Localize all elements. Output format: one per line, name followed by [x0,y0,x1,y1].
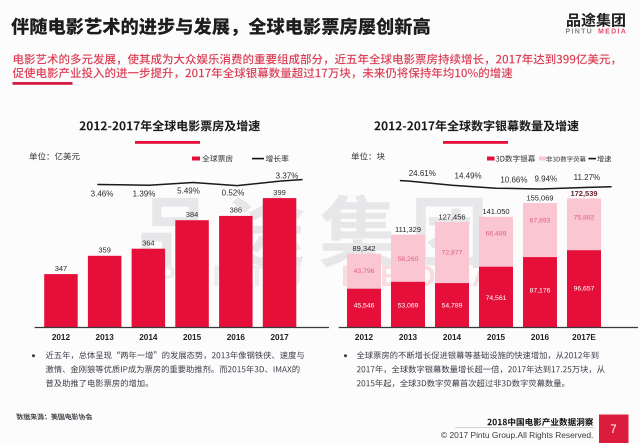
svg-text:384: 384 [186,210,199,219]
svg-text:PINTU: PINTU [566,29,594,36]
svg-text:3.37%: 3.37% [276,172,299,181]
svg-text:2013: 2013 [399,333,418,342]
svg-text:141.050: 141.050 [482,207,509,216]
svg-text:172,539: 172,539 [570,189,597,198]
svg-text:364: 364 [142,238,155,247]
svg-text:5.49%: 5.49% [177,187,200,196]
svg-text:2012: 2012 [52,333,71,342]
svg-text:54,789: 54,789 [442,303,463,310]
svg-text:74,561: 74,561 [486,295,507,302]
svg-text:2016: 2016 [227,333,246,342]
svg-text:2015: 2015 [487,333,506,342]
svg-text:386: 386 [230,206,243,215]
svg-text:155,069: 155,069 [526,193,553,202]
svg-text:43,796: 43,796 [354,268,375,275]
svg-text:2015: 2015 [183,333,202,342]
svg-text:14.49%: 14.49% [455,172,482,181]
svg-text:399: 399 [273,188,286,197]
svg-text:359: 359 [98,246,111,255]
svg-text:58,260: 58,260 [398,256,419,263]
svg-text:0.52%: 0.52% [222,189,245,198]
svg-text:MEDIA: MEDIA [598,29,627,36]
svg-text:96,657: 96,657 [574,286,595,293]
svg-text:1.39%: 1.39% [133,190,156,199]
svg-text:111,329: 111,329 [395,225,421,234]
svg-text:2017E: 2017E [572,333,596,342]
svg-text:3.46%: 3.46% [91,189,114,198]
svg-text:87,176: 87,176 [530,288,551,295]
svg-text:75,882: 75,882 [574,215,595,222]
svg-text:10.66%: 10.66% [500,176,527,185]
svg-text:2014: 2014 [139,333,158,342]
svg-text:89,342: 89,342 [353,244,376,253]
svg-text:2017: 2017 [270,333,289,342]
svg-text:45,546: 45,546 [354,303,375,310]
svg-text:347: 347 [55,264,68,273]
svg-text:11.27%: 11.27% [574,173,601,182]
svg-text:53,069: 53,069 [398,303,419,310]
svg-text:2016: 2016 [531,333,550,342]
svg-text:2012: 2012 [355,333,374,342]
svg-text:2014: 2014 [443,333,462,342]
svg-text:7: 7 [610,424,616,436]
svg-text:127,456: 127,456 [438,212,465,221]
svg-text:67,893: 67,893 [530,218,551,225]
svg-text:9.94%: 9.94% [534,175,557,184]
svg-text:2013: 2013 [96,333,115,342]
svg-text:24.61%: 24.61% [409,169,436,178]
svg-text:© 2017 Pintu Group.All Rights: © 2017 Pintu Group.All Rights Reserved. [441,430,593,440]
svg-text:72,877: 72,877 [442,250,463,257]
svg-text:66,489: 66,489 [486,231,507,238]
